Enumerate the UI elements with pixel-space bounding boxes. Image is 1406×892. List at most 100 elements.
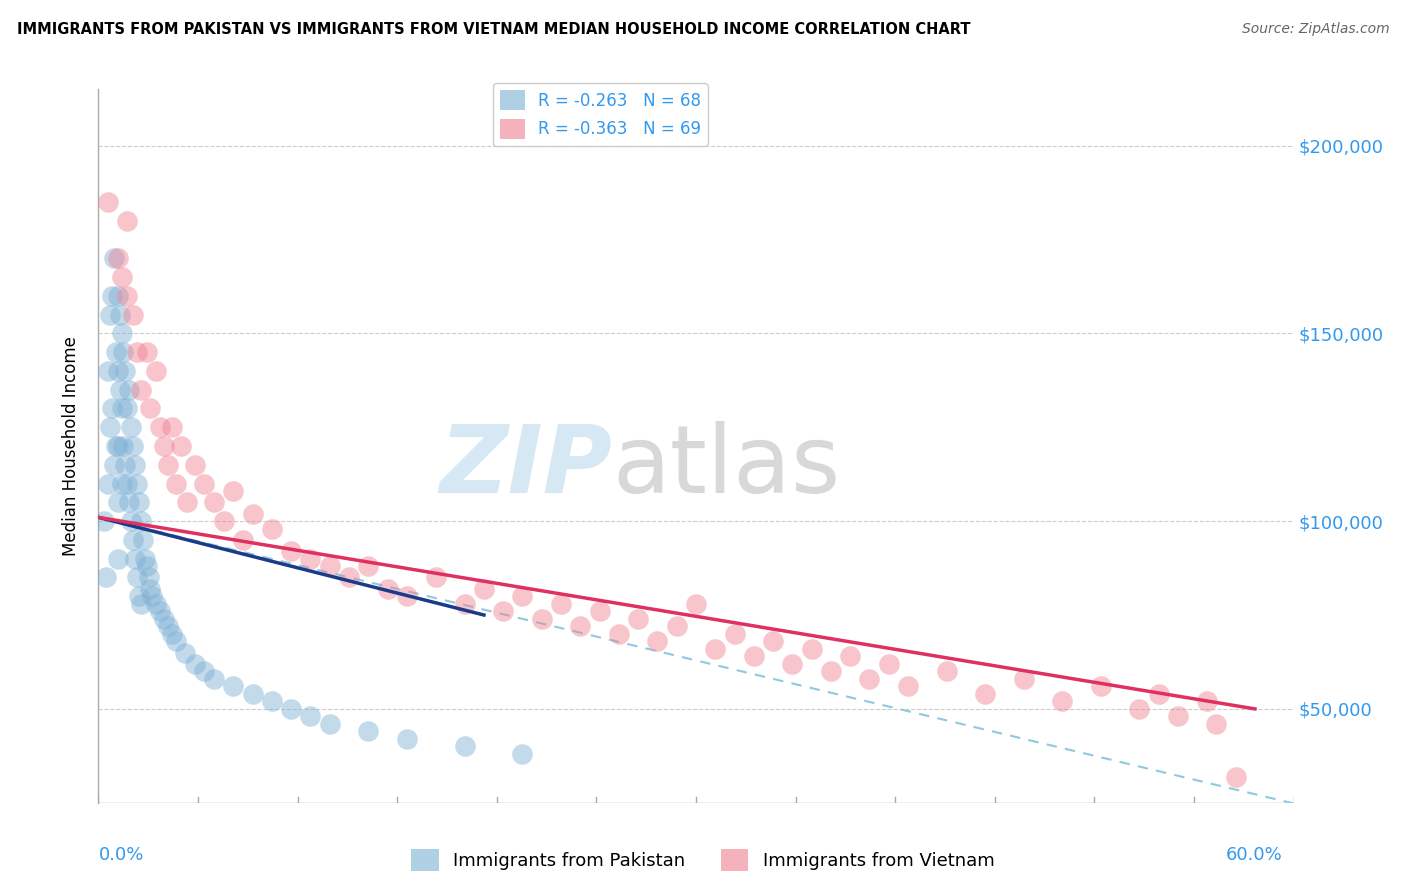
Point bbox=[129, 597, 152, 611]
Point bbox=[104, 439, 127, 453]
Legend: Immigrants from Pakistan, Immigrants from Vietnam: Immigrants from Pakistan, Immigrants fro… bbox=[405, 842, 1001, 879]
Point bbox=[138, 570, 160, 584]
Point bbox=[357, 559, 380, 574]
Point bbox=[156, 458, 179, 472]
Point bbox=[160, 627, 183, 641]
Point bbox=[425, 570, 447, 584]
Point bbox=[492, 604, 515, 618]
Point bbox=[139, 582, 162, 596]
Point bbox=[472, 582, 495, 596]
Point bbox=[1205, 717, 1227, 731]
Point bbox=[98, 308, 121, 322]
Point bbox=[117, 289, 139, 303]
Point bbox=[107, 495, 129, 509]
Point bbox=[153, 612, 176, 626]
Point bbox=[685, 597, 707, 611]
Point bbox=[117, 213, 139, 227]
Point bbox=[202, 672, 225, 686]
Point bbox=[723, 627, 745, 641]
Point bbox=[800, 641, 823, 656]
Text: 60.0%: 60.0% bbox=[1226, 846, 1282, 863]
Point bbox=[165, 476, 187, 491]
Point bbox=[114, 364, 136, 378]
Point bbox=[550, 597, 572, 611]
Point bbox=[299, 709, 322, 723]
Point bbox=[124, 551, 146, 566]
Point bbox=[260, 522, 283, 536]
Point bbox=[742, 649, 765, 664]
Point bbox=[377, 582, 399, 596]
Point bbox=[1147, 687, 1170, 701]
Point bbox=[117, 476, 139, 491]
Point bbox=[98, 420, 121, 434]
Point bbox=[165, 634, 187, 648]
Point bbox=[112, 345, 135, 359]
Point bbox=[125, 476, 148, 491]
Point bbox=[149, 604, 172, 618]
Point bbox=[156, 619, 179, 633]
Point bbox=[319, 559, 342, 574]
Point bbox=[110, 476, 132, 491]
Point bbox=[118, 383, 141, 397]
Point bbox=[1128, 702, 1150, 716]
Point bbox=[107, 439, 129, 453]
Point bbox=[337, 570, 360, 584]
Point bbox=[120, 514, 142, 528]
Point bbox=[160, 420, 183, 434]
Point bbox=[897, 679, 920, 693]
Point bbox=[193, 476, 215, 491]
Point bbox=[1225, 770, 1247, 784]
Point bbox=[139, 401, 162, 416]
Point bbox=[242, 687, 264, 701]
Point bbox=[145, 364, 167, 378]
Point bbox=[108, 383, 131, 397]
Point bbox=[647, 634, 669, 648]
Text: IMMIGRANTS FROM PAKISTAN VS IMMIGRANTS FROM VIETNAM MEDIAN HOUSEHOLD INCOME CORR: IMMIGRANTS FROM PAKISTAN VS IMMIGRANTS F… bbox=[17, 22, 970, 37]
Point bbox=[141, 589, 163, 603]
Point bbox=[222, 484, 245, 499]
Point bbox=[453, 597, 475, 611]
Point bbox=[117, 401, 139, 416]
Text: ZIP: ZIP bbox=[440, 421, 613, 514]
Point bbox=[935, 665, 957, 679]
Point bbox=[820, 665, 842, 679]
Point bbox=[135, 345, 157, 359]
Point bbox=[184, 657, 207, 671]
Point bbox=[125, 570, 148, 584]
Point bbox=[877, 657, 900, 671]
Point bbox=[212, 514, 235, 528]
Point bbox=[627, 612, 650, 626]
Point bbox=[782, 657, 804, 671]
Point bbox=[176, 495, 198, 509]
Point bbox=[530, 612, 553, 626]
Point bbox=[120, 420, 142, 434]
Point bbox=[107, 289, 129, 303]
Point bbox=[974, 687, 997, 701]
Point bbox=[124, 458, 146, 472]
Legend: R = -0.263   N = 68, R = -0.363   N = 69: R = -0.263 N = 68, R = -0.363 N = 69 bbox=[494, 83, 707, 145]
Point bbox=[112, 439, 135, 453]
Point bbox=[357, 724, 380, 739]
Point bbox=[453, 739, 475, 754]
Point bbox=[104, 345, 127, 359]
Point bbox=[839, 649, 862, 664]
Point bbox=[395, 731, 418, 746]
Point bbox=[512, 589, 534, 603]
Point bbox=[97, 194, 120, 209]
Point bbox=[762, 634, 785, 648]
Point bbox=[132, 533, 155, 547]
Point bbox=[704, 641, 727, 656]
Text: atlas: atlas bbox=[613, 421, 841, 514]
Point bbox=[107, 364, 129, 378]
Point bbox=[665, 619, 688, 633]
Point bbox=[299, 551, 322, 566]
Point bbox=[103, 458, 125, 472]
Point bbox=[222, 679, 245, 693]
Point bbox=[1012, 672, 1035, 686]
Point bbox=[395, 589, 418, 603]
Point bbox=[569, 619, 592, 633]
Point bbox=[232, 533, 254, 547]
Point bbox=[1195, 694, 1218, 708]
Point bbox=[607, 627, 630, 641]
Point bbox=[319, 717, 342, 731]
